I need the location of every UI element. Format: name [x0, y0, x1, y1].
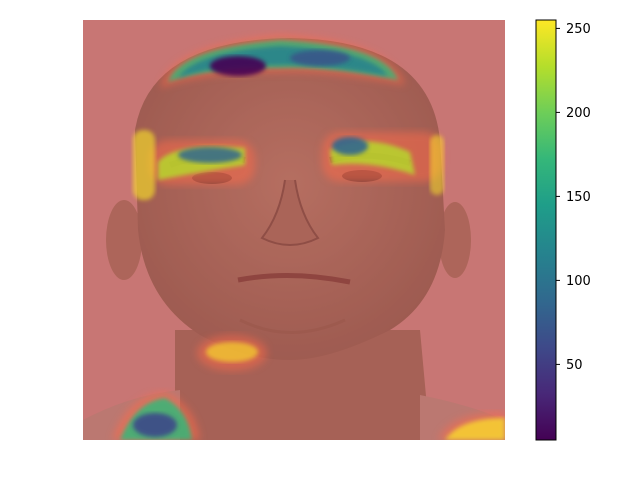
colorbar: 50 100 150 200 250 — [535, 19, 591, 441]
mouth — [237, 272, 351, 285]
colorbar-tick-label: 200 — [566, 106, 591, 121]
chin-shade — [239, 318, 346, 334]
activation-tint — [83, 20, 505, 440]
left-ear — [106, 200, 142, 280]
nose — [260, 179, 320, 246]
colorbar-tick-label: 100 — [566, 274, 591, 289]
face-image — [83, 20, 505, 440]
colorbar-tick-label: 50 — [566, 358, 583, 373]
right-ear — [439, 202, 471, 278]
bottom-right-region — [445, 418, 505, 440]
colorbar-tick-label: 150 — [566, 190, 591, 205]
colorbar-gradient — [535, 19, 557, 441]
neck-region — [206, 342, 258, 362]
colorbar-ticks: 50 100 150 200 250 — [556, 22, 591, 373]
colorbar-tick-label: 250 — [566, 22, 591, 37]
heatmap-overlay — [112, 35, 505, 440]
